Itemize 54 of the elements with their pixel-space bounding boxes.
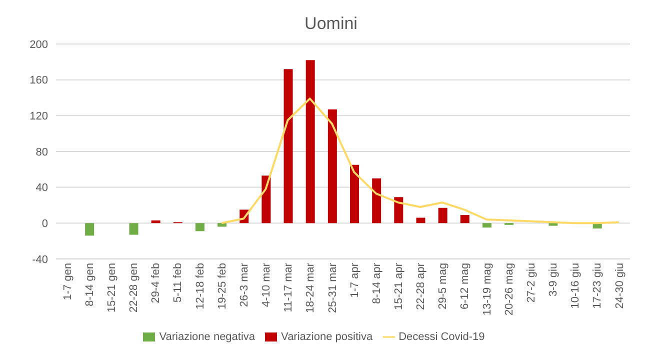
x-tick-label: 18-24 mar [304, 262, 317, 314]
x-tick-label: 22-28 apr [415, 262, 428, 310]
bar [548, 223, 558, 226]
x-tick-label: 11-17 mar [282, 262, 295, 312]
x-tick-label: 19-25 feb [216, 262, 228, 310]
bar [262, 176, 271, 224]
y-tick-label: 120 [30, 110, 48, 123]
x-tick-label: 12-18 feb [194, 262, 206, 310]
x-tick-label: 24-30 giu [614, 262, 626, 309]
x-tick-label: 1-7 gen [62, 262, 74, 300]
bar [372, 178, 382, 224]
x-tick-label: 22-28 gen [128, 262, 140, 312]
bar [284, 69, 293, 224]
x-tick-label: 15-21 apr [393, 262, 405, 310]
x-tick-label: 13-19 mag [481, 262, 494, 316]
x-tick-label: 4-10 mar [260, 262, 273, 307]
x-tick-label: 15-21 gen [106, 262, 118, 312]
bar [306, 60, 315, 224]
x-tick-label: 8-14 apr [370, 262, 383, 304]
bar [328, 109, 337, 224]
x-tick-label: 25-31 mar [326, 262, 339, 314]
bar [416, 218, 426, 224]
x-tick-label: 20-26 mag [503, 262, 516, 316]
line-series [220, 98, 620, 224]
chart-title: Uomini [304, 13, 358, 35]
bar [460, 215, 470, 224]
bar [151, 220, 160, 224]
x-tick-label: 6-12 mag [459, 262, 472, 310]
y-tick-label: 200 [30, 38, 48, 51]
x-tick-label: 10-16 giu [570, 262, 582, 309]
x-tick-label: 3-9 giu [548, 262, 560, 297]
x-tick-label: 29-5 mag [437, 262, 450, 310]
x-tick-label: 8-14 gen [84, 262, 96, 306]
x-tick-label: 5-11 feb [172, 262, 184, 302]
legend-label: Variazione positiva [281, 330, 373, 343]
x-tick-label: 26-3 mar [238, 262, 250, 307]
bar [482, 223, 492, 228]
bar [195, 223, 204, 232]
y-tick-label: 160 [30, 74, 48, 87]
x-tick-label: 29-4 feb [150, 262, 162, 304]
x-tick-label: 1-7 apr [348, 262, 361, 298]
bar [129, 223, 138, 235]
y-tick-label: -40 [32, 254, 48, 266]
y-tick-label: 0 [42, 218, 48, 230]
legend-label: Decessi Covid-19 [398, 330, 485, 343]
y-tick-label: 40 [36, 182, 48, 194]
x-tick-label: 17-23 giu [592, 262, 604, 309]
bar [350, 164, 359, 224]
x-tick-label: 27-2 giu [525, 262, 538, 303]
bar [85, 223, 94, 236]
bar [438, 208, 448, 224]
legend-label: Variazione negativa [159, 330, 256, 343]
y-tick-label: 80 [36, 146, 48, 158]
bar [394, 197, 404, 224]
